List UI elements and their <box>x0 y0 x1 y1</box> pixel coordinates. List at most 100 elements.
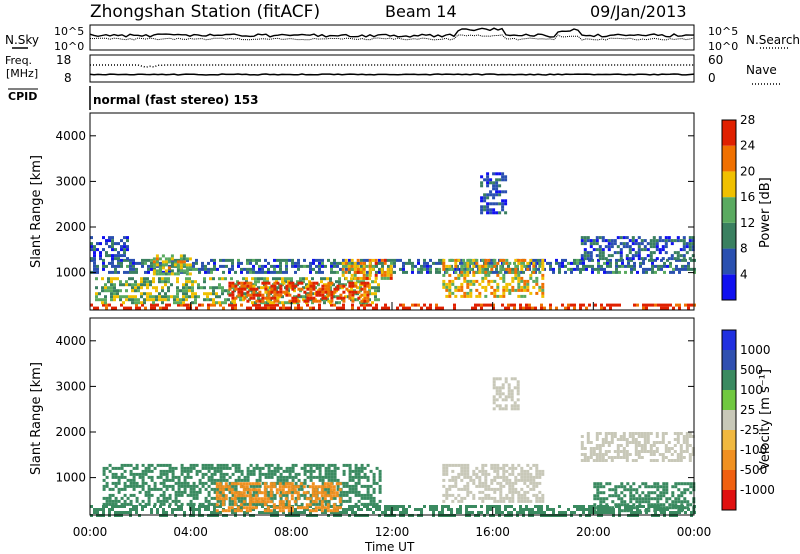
power-cells-cell <box>489 258 492 262</box>
vel-cells-cell <box>272 506 276 510</box>
power-cells-cell <box>327 287 331 291</box>
vel-cells-cell <box>454 496 458 500</box>
power-cells-cell <box>302 280 305 284</box>
power-cells-cell <box>90 257 93 261</box>
vel-cells-cell <box>254 482 258 486</box>
vel-cells-cell <box>631 435 635 438</box>
vel-cells-cell <box>162 481 166 485</box>
power-cells-cell <box>155 254 159 258</box>
vel-cells-cell <box>622 453 626 456</box>
power-cells-cell <box>176 301 179 305</box>
vel-cells-cell <box>492 407 496 411</box>
power-cells-cell <box>582 303 585 307</box>
vel-cells-cell <box>120 502 124 506</box>
vel-cells-cell <box>132 475 136 479</box>
power-cells-cell <box>150 267 153 271</box>
power-cells-cell <box>350 267 354 271</box>
power-cells-cell <box>161 298 164 302</box>
vel-cells-cell <box>429 505 432 508</box>
vel-cells-cell <box>207 478 211 482</box>
vel-cells-cell <box>162 484 166 488</box>
power-cells-cell <box>520 276 524 280</box>
vel-cells-cell <box>255 490 259 494</box>
vel-cells-cell <box>490 478 494 482</box>
vel-cells-cell <box>162 502 166 506</box>
power-cells-cell <box>472 273 476 277</box>
power-cells-cell <box>687 303 690 307</box>
time-tick-label: 08:00 <box>274 525 309 539</box>
power-cells-cell <box>111 236 114 240</box>
vel-cells-cell <box>502 466 506 470</box>
vel-cells-cell <box>210 478 214 482</box>
vel-cells-cell <box>294 472 298 476</box>
power-cells-cell <box>350 273 354 277</box>
power-cbar-label: 20 <box>740 164 755 178</box>
power-cells-cell <box>182 289 185 293</box>
power-cells-cell <box>324 296 328 300</box>
vel-cells-cell <box>369 496 373 500</box>
vel-cells-cell <box>342 508 345 511</box>
vel-cells-cell <box>224 497 228 501</box>
vel-cells-cell <box>598 456 602 459</box>
vel-cells-cell <box>517 493 521 497</box>
power-cells-cell <box>147 258 150 262</box>
power-cells-cell <box>164 277 167 281</box>
vel-cells-cell <box>619 444 623 447</box>
vel-cells-cell <box>156 475 160 479</box>
power-cells-cell <box>96 248 99 252</box>
power-cells-cell <box>691 245 695 249</box>
power-cells-cell <box>535 282 539 286</box>
vel-cells-cell <box>682 450 686 453</box>
power-cells-cell <box>684 303 687 307</box>
power-cells-cell <box>231 267 234 271</box>
power-cells-cell <box>246 281 250 285</box>
vel-cells-cell <box>230 497 234 501</box>
vel-cells-cell <box>218 482 222 486</box>
power-cells-cell <box>511 285 515 289</box>
vel-cells-cell <box>689 485 693 489</box>
power-cells-cell <box>368 258 372 262</box>
power-cells-cell <box>643 239 647 243</box>
power-cells-cell <box>111 306 114 310</box>
vel-cells-cell <box>591 505 594 508</box>
power-cells-cell <box>185 257 189 261</box>
power-cells-cell <box>167 298 170 302</box>
vel-cells-cell <box>308 485 312 489</box>
vel-cells-cell <box>674 497 678 501</box>
vel-cells-cell <box>632 503 636 507</box>
power-cells-cell <box>607 242 611 246</box>
vel-cells-cell <box>668 497 672 501</box>
power-cells-cell <box>240 303 243 307</box>
power-cells-cell <box>260 286 263 290</box>
power-cells-cell <box>246 299 250 303</box>
power-cells-cell <box>101 277 104 281</box>
power-cells-cell <box>110 277 113 281</box>
power-cells-cell <box>140 277 143 281</box>
vel-cells-cell <box>150 493 154 497</box>
power-cells-cell <box>284 277 287 281</box>
vel-cells-cell <box>300 511 303 514</box>
power-cells-cell <box>327 281 331 285</box>
power-cells-cell <box>688 242 692 246</box>
vel-cells-cell <box>384 508 387 511</box>
power-cells-cell <box>201 267 204 271</box>
vel-cells-cell <box>323 485 327 489</box>
power-cells-cell <box>197 295 200 299</box>
vel-cells-cell <box>656 500 660 504</box>
power-cells-cell <box>598 251 602 255</box>
freq-left-tick-bottom: 8 <box>64 71 72 85</box>
vel-cells-cell <box>607 444 611 447</box>
vel-cells-cell <box>309 472 313 476</box>
power-cells-cell <box>272 277 275 281</box>
power-cells-cell <box>348 296 352 300</box>
vel-cells-cell <box>445 490 449 494</box>
power-cells-cell <box>396 306 399 310</box>
power-cells-cell <box>457 258 461 262</box>
power-cells-cell <box>489 181 493 185</box>
vel-cells-cell <box>111 475 115 479</box>
power-cells-cell <box>255 287 259 291</box>
power-cells-cell <box>489 303 492 307</box>
power-cells-cell <box>580 254 584 258</box>
power-cells-cell <box>534 258 537 262</box>
power-cells-cell <box>454 285 458 289</box>
